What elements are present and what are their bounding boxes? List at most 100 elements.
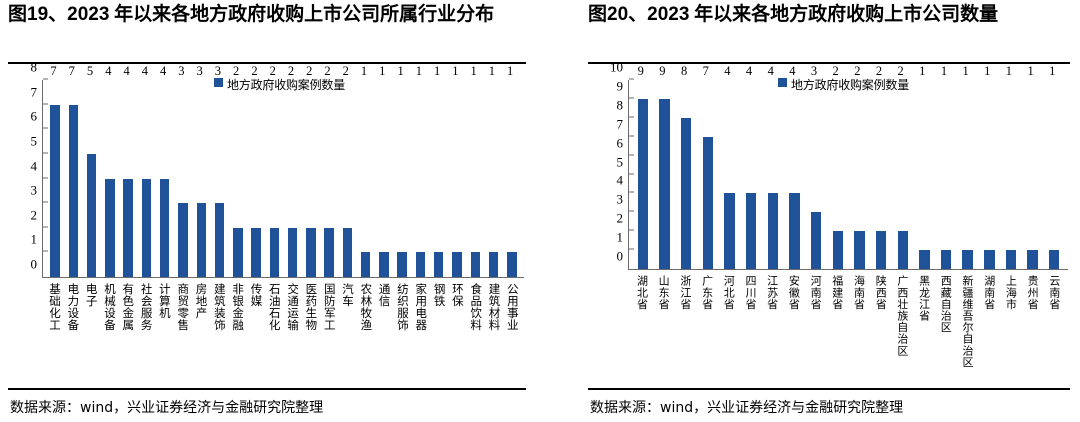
bar[interactable]: 2: [324, 64, 334, 277]
bar[interactable]: 2: [875, 64, 887, 269]
bar-item[interactable]: 1: [357, 64, 375, 277]
x-axis-label-cell: 四川省: [740, 272, 762, 370]
bar-item[interactable]: 9: [632, 64, 654, 269]
bar[interactable]: 3: [178, 64, 188, 277]
bar[interactable]: 3: [810, 64, 822, 269]
bar[interactable]: 4: [767, 64, 778, 269]
bar-item[interactable]: 2: [320, 64, 338, 277]
bar-item[interactable]: 2: [283, 64, 301, 277]
figure-20-y-tick-mark: [629, 78, 634, 80]
bar[interactable]: 1: [1005, 64, 1017, 269]
bar-item[interactable]: 4: [762, 64, 784, 269]
bar[interactable]: 1: [379, 64, 389, 277]
bar-item[interactable]: 7: [64, 64, 82, 277]
bar[interactable]: 2: [832, 64, 843, 269]
bar[interactable]: 7: [68, 64, 79, 277]
bar-item[interactable]: 1: [935, 64, 957, 269]
bar-item[interactable]: 4: [784, 64, 806, 269]
bar-item[interactable]: 1: [957, 64, 979, 269]
bar[interactable]: 2: [287, 64, 298, 277]
bar-item[interactable]: 1: [503, 64, 521, 277]
bar[interactable]: 1: [433, 64, 444, 277]
bar-item[interactable]: 1: [1022, 64, 1044, 269]
bar[interactable]: 1: [488, 64, 499, 277]
bar-item[interactable]: 1: [1000, 64, 1022, 269]
bar-item[interactable]: 7: [46, 64, 64, 277]
bar[interactable]: 1: [397, 64, 407, 277]
bar[interactable]: 4: [105, 64, 115, 277]
bar[interactable]: 1: [360, 64, 371, 277]
bar-item[interactable]: 9: [654, 64, 676, 269]
bar-item[interactable]: 7: [697, 64, 719, 269]
bar-item[interactable]: 4: [156, 64, 174, 277]
bar-item[interactable]: 2: [870, 64, 892, 269]
bar-item[interactable]: 5: [83, 64, 101, 277]
bar-item[interactable]: 4: [137, 64, 155, 277]
bar[interactable]: 2: [306, 64, 316, 277]
bar-item[interactable]: 2: [827, 64, 849, 269]
bar[interactable]: 1: [984, 64, 995, 269]
bar[interactable]: 4: [745, 64, 757, 269]
bar-item[interactable]: 2: [338, 64, 356, 277]
x-axis-label-cell: 商贸零售: [173, 280, 191, 370]
bar-item[interactable]: 3: [174, 64, 192, 277]
legend-swatch-icon: [778, 78, 787, 87]
bar-item[interactable]: 4: [119, 64, 137, 277]
bar[interactable]: 1: [452, 64, 462, 277]
bar-item[interactable]: 3: [210, 64, 228, 277]
bar[interactable]: 7: [50, 64, 60, 277]
bar-item[interactable]: 3: [192, 64, 210, 277]
bar[interactable]: 1: [1049, 64, 1060, 269]
bar[interactable]: 9: [637, 64, 649, 269]
figure-20-y-tick-label: 0: [616, 248, 624, 264]
bar[interactable]: 2: [854, 64, 865, 269]
bar[interactable]: 2: [897, 64, 908, 269]
bar[interactable]: 2: [251, 64, 261, 277]
bar[interactable]: 2: [233, 64, 243, 277]
bar-item[interactable]: 1: [914, 64, 936, 269]
bar[interactable]: 1: [962, 64, 973, 269]
bar[interactable]: 4: [159, 64, 170, 277]
bar[interactable]: 9: [659, 64, 670, 269]
bar[interactable]: 1: [940, 64, 952, 269]
bar[interactable]: 2: [342, 64, 353, 277]
bar[interactable]: 7: [702, 64, 713, 269]
bar-item[interactable]: 1: [1043, 64, 1065, 269]
x-axis-label-cell: 通信: [375, 280, 393, 370]
bar[interactable]: 1: [470, 64, 480, 277]
bar[interactable]: 1: [1027, 64, 1038, 269]
bar[interactable]: 8: [680, 64, 692, 269]
bar-item[interactable]: 1: [375, 64, 393, 277]
bar-item[interactable]: 2: [892, 64, 914, 269]
bar[interactable]: 4: [724, 64, 735, 269]
bar-item[interactable]: 4: [740, 64, 762, 269]
bar[interactable]: 3: [196, 64, 206, 277]
bar[interactable]: 1: [415, 64, 426, 277]
bar-item[interactable]: 4: [719, 64, 741, 269]
bar[interactable]: 5: [86, 64, 97, 277]
bar-item[interactable]: 1: [393, 64, 411, 277]
bar-item[interactable]: 4: [101, 64, 119, 277]
bar-item[interactable]: 8: [675, 64, 697, 269]
bar-value-label: 7: [702, 63, 709, 78]
bar-item[interactable]: 1: [411, 64, 429, 277]
bar[interactable]: 2: [269, 64, 280, 277]
bar-item[interactable]: 2: [302, 64, 320, 277]
bar-item[interactable]: 3: [805, 64, 827, 269]
bar[interactable]: 4: [123, 64, 133, 277]
bar-item[interactable]: 2: [229, 64, 247, 277]
bar-item[interactable]: 2: [247, 64, 265, 277]
bar[interactable]: 4: [141, 64, 152, 277]
bar[interactable]: 1: [919, 64, 930, 269]
bar[interactable]: 1: [507, 64, 517, 277]
bar[interactable]: 4: [789, 64, 800, 269]
bar[interactable]: 3: [214, 64, 225, 277]
figure-19-y-tick-mark: [43, 103, 48, 105]
bar-item[interactable]: 2: [265, 64, 283, 277]
bar-item[interactable]: 1: [484, 64, 502, 277]
bar-item[interactable]: 1: [466, 64, 484, 277]
bar-item[interactable]: 1: [448, 64, 466, 277]
bar-item[interactable]: 2: [849, 64, 871, 269]
bar-item[interactable]: 1: [979, 64, 1001, 269]
bar-item[interactable]: 1: [430, 64, 448, 277]
